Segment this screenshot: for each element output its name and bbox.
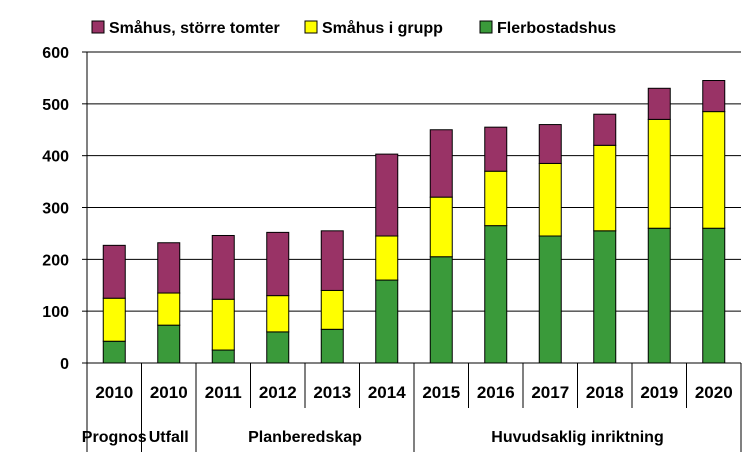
category-label: 2020 [695,383,733,402]
legend: Småhus, större tomter Småhus i grupp Flerb… [91,19,616,37]
bar-segment [320,289,344,330]
group-label: Prognos [82,429,147,446]
bar-segment [429,196,453,258]
bar-segment [702,227,726,364]
y-tick-label: 100 [42,304,69,321]
bar-segment [320,328,344,364]
bar-segment [375,153,399,237]
bar-segment [429,256,453,364]
bar-segment [266,231,290,297]
legend-swatch [304,20,318,34]
bar-segment [593,144,617,232]
bar-segment [266,295,290,333]
bar-segment [211,349,235,364]
bar-segment [157,242,181,294]
category-label: 2019 [640,383,678,402]
bar-segment [593,230,617,364]
bar-segment [102,297,126,342]
category-label: 2014 [368,383,406,402]
legend-swatch [91,20,105,34]
bar-segment [266,331,290,364]
bar-segment [647,87,671,120]
y-tick-label: 600 [42,45,69,62]
bar-segment [702,111,726,229]
category-label: 2017 [531,383,569,402]
bar-segment [538,162,562,237]
axes [82,51,742,452]
y-tick-label: 400 [42,149,69,166]
category-label: 2010 [95,383,133,402]
category-label: 2010 [150,383,188,402]
bar-segment [429,129,453,198]
legend-label: Flerbostadshus [497,20,616,37]
bar-segment [211,298,235,351]
bar-segment [593,113,617,146]
y-tick-label: 500 [42,97,69,114]
bar-segment [647,227,671,364]
category-label: 2016 [477,383,515,402]
category-label: 2011 [205,383,242,402]
bar-segment [211,234,235,300]
y-tick-label: 200 [42,252,69,269]
category-labels: 2010 2010 2011 2012 2013 2014 2015 2016 2017 2018… [95,383,732,402]
bar-segment [484,126,508,172]
group-labels: Prognos Utfall Planberedskap Huvudsaklig in… [82,429,664,446]
bar-segment [538,124,562,164]
bars [102,80,726,364]
bar-segment [157,324,181,364]
legend-label: Småhus i grupp [322,19,443,37]
category-label: 2018 [586,383,624,402]
bar-segment [538,235,562,364]
y-tick-label: 300 [42,201,69,218]
category-label: 2012 [259,383,297,402]
gridlines [87,51,741,312]
bar-segment [702,80,726,113]
group-label: Utfall [149,429,189,446]
bar-segment [375,279,399,364]
y-tick-label: 0 [60,356,69,373]
bar-segment [102,244,126,299]
legend-swatch [479,20,493,34]
bar-segment [320,230,344,291]
category-label: 2015 [422,383,460,402]
bar-segment [102,340,126,364]
category-label: 2013 [313,383,351,402]
legend-label: Småhus, större tomter [109,19,280,37]
bar-segment [484,170,508,227]
group-label: Huvudsaklig inriktning [491,429,663,446]
y-tick-labels: 0 100 200 300 400 500 600 [42,45,69,373]
bar-segment [484,225,508,364]
bar-segment [375,235,399,281]
bar-segment [157,292,181,326]
group-label: Planberedskap [248,429,362,446]
bar-segment [647,118,671,229]
